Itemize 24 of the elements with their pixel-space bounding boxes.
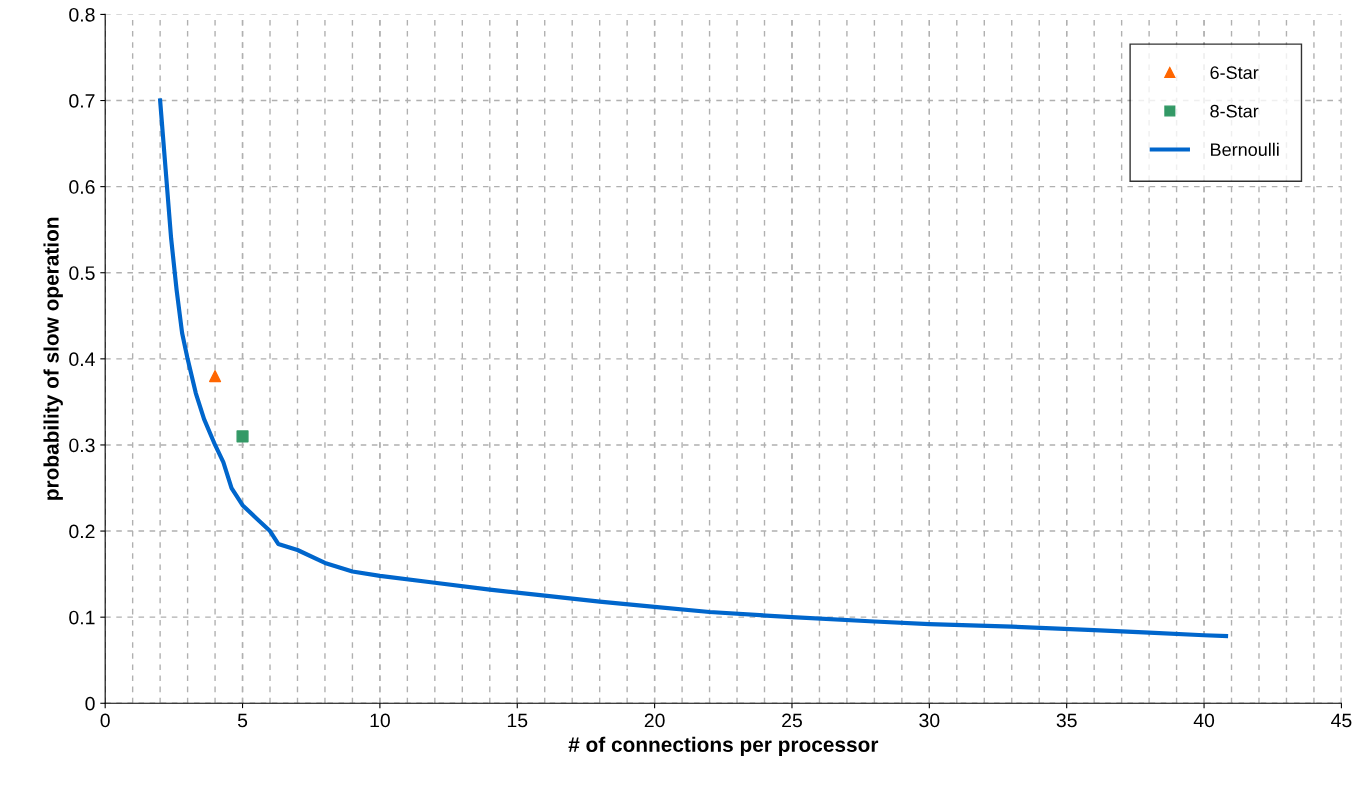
x-tick-label: 30 [919, 713, 940, 728]
x-tick-label: 0 [100, 713, 110, 728]
y-tick-label: 0.4 [69, 352, 95, 367]
x-tick-label: 15 [507, 713, 528, 728]
y-tick-label: 0.1 [69, 610, 95, 625]
x-tick-label: 35 [1056, 713, 1077, 728]
x-tick-label: 40 [1193, 713, 1215, 728]
y-tick-label: 0.7 [69, 93, 95, 108]
x-tick-label: 45 [1331, 713, 1352, 728]
y-axis-title: probability of slow operation [43, 217, 63, 500]
legend-label: Bernoulli [1211, 142, 1279, 157]
y-tick-label: 0 [85, 696, 95, 711]
y-tick-label: 0.2 [69, 524, 95, 539]
y-tick-label: 0.6 [69, 180, 95, 194]
x-tick-label: 10 [370, 713, 390, 728]
legend-label: 6-Star [1210, 66, 1259, 80]
x-tick-label: 25 [782, 713, 802, 728]
y-tick-label: 0.8 [69, 7, 95, 22]
x-axis-title: # of connections per processor [568, 736, 879, 757]
legend-label: 8-Star [1210, 104, 1259, 118]
x-tick-label: 5 [237, 713, 248, 728]
x-tick-label: 20 [644, 713, 665, 728]
y-tick-label: 0.3 [69, 438, 95, 453]
y-tick-label: 0.5 [69, 266, 95, 280]
